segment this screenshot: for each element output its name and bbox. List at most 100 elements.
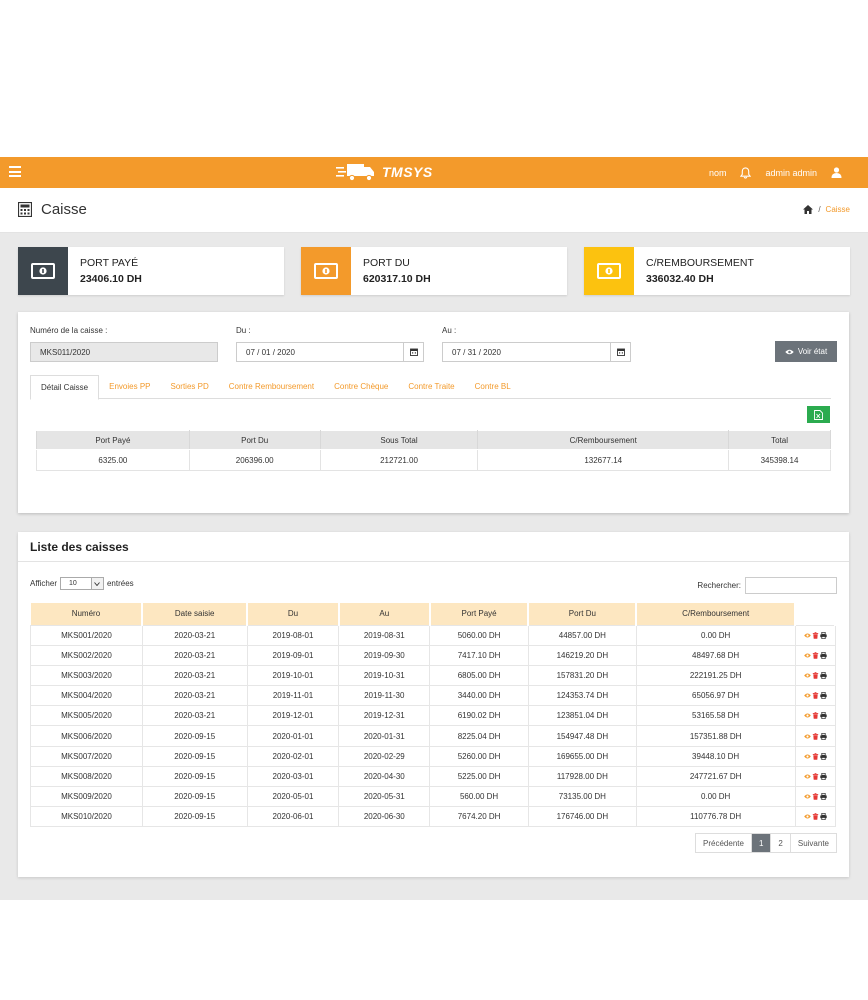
du-date-input[interactable]: 07 / 01 / 2020 — [236, 342, 424, 362]
col-header[interactable]: Date saisie — [142, 603, 249, 625]
print-icon[interactable] — [819, 692, 827, 700]
nom-link[interactable]: nom — [708, 167, 727, 178]
detail-header-row: Port Payé Port Du Sous Total C/Rembourse… — [36, 430, 831, 450]
print-icon[interactable] — [819, 712, 827, 720]
cell-au: 2019-09-30 — [338, 644, 431, 666]
brand-name: TMSYS — [382, 164, 433, 180]
tab-contre-cheque[interactable]: Contre Chèque — [334, 382, 389, 391]
eye-icon[interactable] — [803, 773, 811, 780]
print-icon[interactable] — [819, 772, 827, 780]
trash-icon[interactable] — [812, 773, 819, 780]
pagination-page-1[interactable]: 1 — [751, 834, 772, 852]
print-icon[interactable] — [819, 793, 827, 801]
tab-contre-bl[interactable]: Contre BL — [474, 382, 511, 391]
export-excel-button[interactable] — [807, 406, 830, 423]
eye-icon[interactable] — [803, 712, 811, 719]
calendar-icon — [409, 348, 418, 356]
bell-icon[interactable] — [740, 166, 752, 179]
trash-icon[interactable] — [812, 631, 819, 639]
truck-icon — [336, 164, 374, 182]
cell-port-paye: 5260.00 DH — [429, 745, 529, 767]
trash-icon[interactable] — [812, 813, 819, 821]
card-c-remboursement: C/REMBOURSEMENT 336032.40 DH — [584, 247, 850, 295]
trash-icon[interactable] — [812, 732, 819, 740]
voir-etat-button[interactable]: Voir état — [775, 341, 837, 362]
cell-c-remboursement: 0.00 DH — [636, 624, 796, 646]
eye-icon[interactable] — [803, 632, 811, 639]
cell-port-paye: 3440.00 DH — [429, 685, 529, 706]
tab-contre-remboursement[interactable]: Contre Remboursement — [228, 382, 315, 391]
col-header[interactable]: Port Du — [528, 603, 638, 625]
entries-select-value: 10 — [68, 580, 77, 587]
cell-du: 2019-08-01 — [247, 624, 340, 646]
actions-group — [796, 712, 835, 720]
tab-sorties-pd[interactable]: Sorties PD — [170, 382, 209, 391]
cell-total: 345398.14 — [728, 449, 831, 471]
numero-input[interactable]: MKS011/2020 — [30, 342, 218, 362]
search-input[interactable] — [745, 577, 837, 594]
trash-icon[interactable] — [812, 752, 819, 760]
calendar-icon — [616, 348, 625, 356]
col-header[interactable]: Numéro — [30, 603, 144, 625]
cell-numero: MKS010/2020 — [30, 806, 143, 828]
trash-icon[interactable] — [812, 712, 819, 720]
card-port-paye: PORT PAYÉ 23406.10 DH — [18, 247, 284, 295]
col-header[interactable]: Port Payé — [429, 603, 530, 625]
brand-logo[interactable]: TMSYS — [336, 162, 433, 182]
eye-icon[interactable] — [803, 753, 811, 760]
cell-du: 2020-03-01 — [247, 765, 340, 787]
eye-icon[interactable] — [803, 733, 811, 740]
row-actions — [795, 664, 836, 686]
cell-date-saisie: 2020-09-15 — [142, 785, 248, 807]
trash-icon[interactable] — [812, 651, 819, 659]
cell-port-paye: 5060.00 DH — [429, 624, 529, 646]
pagination-page-2[interactable]: 2 — [771, 834, 791, 852]
pagination-next[interactable]: Suivante — [797, 839, 829, 848]
cell-port-du: 154947.48 DH — [528, 725, 637, 747]
eye-icon[interactable] — [803, 813, 811, 820]
eye-icon[interactable] — [803, 672, 811, 679]
topbar-right: nom admin admin — [709, 157, 842, 188]
cell-c-remboursement: 39448.10 DH — [636, 745, 796, 767]
pagination-previous[interactable]: Précédente — [696, 834, 752, 852]
eye-icon[interactable] — [803, 692, 811, 699]
table-row: MKS002/2020 2020-03-21 2019-09-01 2019-09-3… — [30, 644, 836, 666]
cell-au: 2020-02-29 — [338, 745, 431, 767]
print-icon[interactable] — [819, 631, 827, 639]
print-icon[interactable] — [819, 752, 827, 760]
tab-detail-caisse[interactable]: Détail Caisse — [30, 375, 100, 400]
trash-icon[interactable] — [812, 692, 819, 699]
tab-contre-traite[interactable]: Contre Traite — [408, 382, 455, 391]
du-label: Du : — [236, 326, 251, 335]
table-row: MKS006/2020 2020-09-15 2020-01-01 2020-01-3… — [30, 725, 836, 747]
list-title: Liste des caisses — [18, 532, 849, 562]
entries-length-control: Afficher 10 entrées — [30, 577, 134, 590]
print-icon[interactable] — [819, 732, 827, 740]
du-calendar-button[interactable] — [403, 343, 423, 361]
user-icon[interactable] — [831, 167, 842, 178]
col-header[interactable]: Du — [247, 603, 340, 625]
entries-select[interactable]: 10 — [59, 577, 104, 590]
cell-port-paye: 6805.00 DH — [429, 664, 529, 686]
home-icon[interactable] — [803, 205, 814, 214]
col-header: Sous Total — [319, 430, 479, 450]
col-header[interactable]: Au — [338, 603, 431, 625]
menu-toggle-icon[interactable] — [9, 166, 21, 177]
col-header-actions — [795, 603, 836, 625]
cell-date-saisie: 2020-03-21 — [142, 705, 248, 726]
print-icon[interactable] — [819, 651, 827, 659]
top-navbar: TMSYS nom admin admin — [0, 157, 868, 188]
au-calendar-button[interactable] — [610, 343, 630, 361]
col-header[interactable]: C/Remboursement — [636, 603, 796, 625]
eye-icon[interactable] — [803, 793, 811, 800]
cell-port-du: 206396.00 — [188, 449, 321, 471]
trash-icon[interactable] — [812, 672, 819, 679]
tab-envoies-pp[interactable]: Envoies PP — [109, 382, 151, 391]
au-date-input[interactable]: 07 / 31 / 2020 — [442, 342, 631, 362]
user-name[interactable]: admin admin — [765, 167, 817, 178]
eye-icon[interactable] — [803, 652, 811, 659]
trash-icon[interactable] — [812, 793, 819, 800]
col-header: C/Remboursement — [477, 430, 730, 450]
print-icon[interactable] — [819, 671, 827, 679]
print-icon[interactable] — [819, 813, 827, 821]
